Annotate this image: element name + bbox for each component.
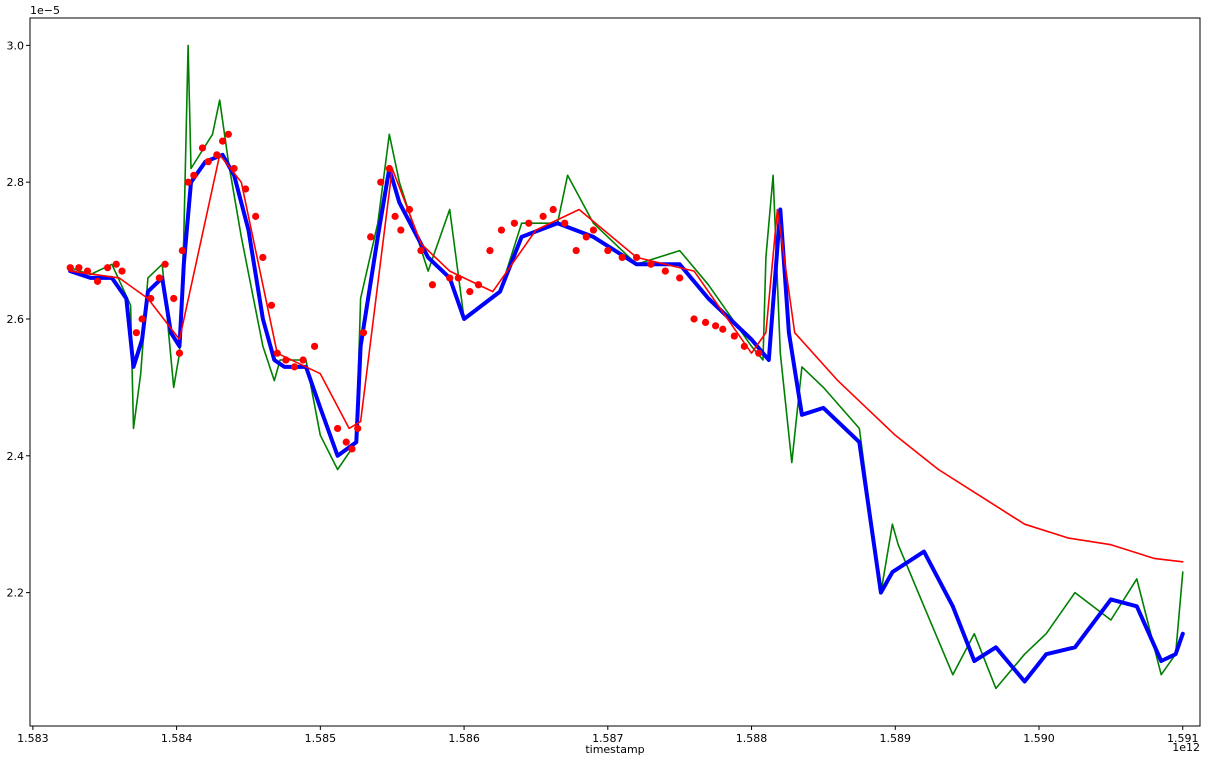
marker-point (178, 246, 186, 255)
x-tick-label: 1.589 (880, 732, 912, 745)
marker-point (118, 267, 126, 275)
marker-point (267, 301, 276, 309)
y-axis: 2.2 2.4 2.6 2.8 3.0 (7, 39, 30, 600)
marker-point (83, 267, 92, 275)
marker-point (342, 438, 350, 446)
marker-point (676, 274, 684, 282)
marker-point (93, 277, 102, 285)
marker-point (219, 137, 227, 145)
marker-point (701, 318, 710, 327)
marker-point (661, 267, 669, 275)
marker-point (132, 329, 140, 337)
marker-point (497, 226, 506, 234)
marker-point (104, 264, 112, 272)
marker-point (282, 356, 290, 364)
marker-point (184, 178, 192, 186)
marker-point (354, 424, 362, 433)
average-series-line (69, 154, 1184, 563)
marker-point (147, 294, 155, 303)
marker-point (582, 233, 590, 241)
x-tick-label: 1.584 (161, 732, 193, 745)
x-tick-label: 1.583 (17, 732, 49, 745)
marker-point (273, 349, 281, 357)
marker-point (549, 205, 557, 214)
marker-point (170, 294, 178, 303)
marker-point (589, 226, 598, 234)
x-tick-label: 1.587 (592, 732, 624, 745)
marker-point (259, 253, 267, 262)
y-tick-label: 3.0 (7, 39, 25, 52)
y-axis-offset-text: 1e−5 (30, 4, 60, 17)
marker-point (454, 274, 462, 282)
marker-point (712, 322, 720, 330)
marker-point (385, 164, 393, 173)
marker-point (112, 260, 120, 268)
marker-point (377, 178, 385, 186)
marker-point (333, 424, 342, 433)
marker-point (466, 288, 474, 296)
marker-point (213, 151, 221, 159)
marker-point (690, 315, 698, 323)
marker-point (367, 233, 375, 241)
marker-point (397, 226, 405, 234)
marker-point (428, 281, 437, 289)
x-tick-label: 1.591 (1167, 732, 1199, 745)
y-tick-label: 2.6 (7, 313, 25, 326)
marker-point (572, 246, 580, 255)
marker-point (561, 219, 569, 227)
x-tick-label: 1.585 (305, 732, 337, 745)
marker-point (740, 342, 748, 350)
x-tick-label: 1.588 (736, 732, 768, 745)
marker-point (75, 264, 83, 272)
x-axis: 1.583 1.584 1.585 1.586 1.587 1.588 1.589 1.590… (17, 726, 1199, 745)
marker-point (730, 332, 738, 340)
marker-point (252, 212, 260, 220)
y-tick-label: 2.8 (7, 176, 25, 189)
marker-point (618, 253, 626, 262)
marker-point (138, 315, 146, 323)
marker-point (525, 219, 533, 227)
marker-point (310, 342, 319, 350)
marker-point (299, 356, 307, 364)
marker-point (161, 260, 169, 268)
marker-point (155, 274, 163, 282)
marker-point (391, 212, 399, 220)
plot-area (66, 44, 1185, 690)
marker-point (446, 274, 454, 282)
x-axis-label: timestamp (585, 743, 644, 756)
marker-point (755, 349, 763, 357)
smoothed-series-line (68, 152, 1185, 684)
x-tick-label: 1.586 (448, 732, 480, 745)
marker-point (290, 363, 299, 371)
marker-point (405, 205, 414, 214)
marker-point (632, 253, 641, 262)
marker-point (204, 158, 212, 166)
plot-frame (29, 17, 1201, 727)
marker-point (224, 130, 232, 138)
marker-point (66, 264, 74, 272)
marker-point (647, 260, 655, 268)
x-axis-offset-text: 1e12 (1172, 741, 1200, 754)
marker-point (604, 246, 612, 255)
marker-point (719, 325, 727, 333)
marker-point (198, 144, 207, 152)
x-tick-label: 1.590 (1023, 732, 1055, 745)
y-tick-label: 2.4 (7, 450, 25, 463)
marker-point (359, 329, 368, 337)
marker-point (486, 246, 494, 255)
marker-point (242, 185, 250, 193)
marker-point (510, 219, 518, 227)
marker-point (348, 445, 356, 453)
marker-point (230, 164, 238, 173)
marker-point (474, 281, 483, 289)
y-tick-label: 2.2 (7, 587, 25, 600)
marker-point (190, 171, 198, 179)
marker-point (417, 246, 425, 255)
marker-point (175, 349, 184, 357)
marker-point (539, 212, 547, 220)
